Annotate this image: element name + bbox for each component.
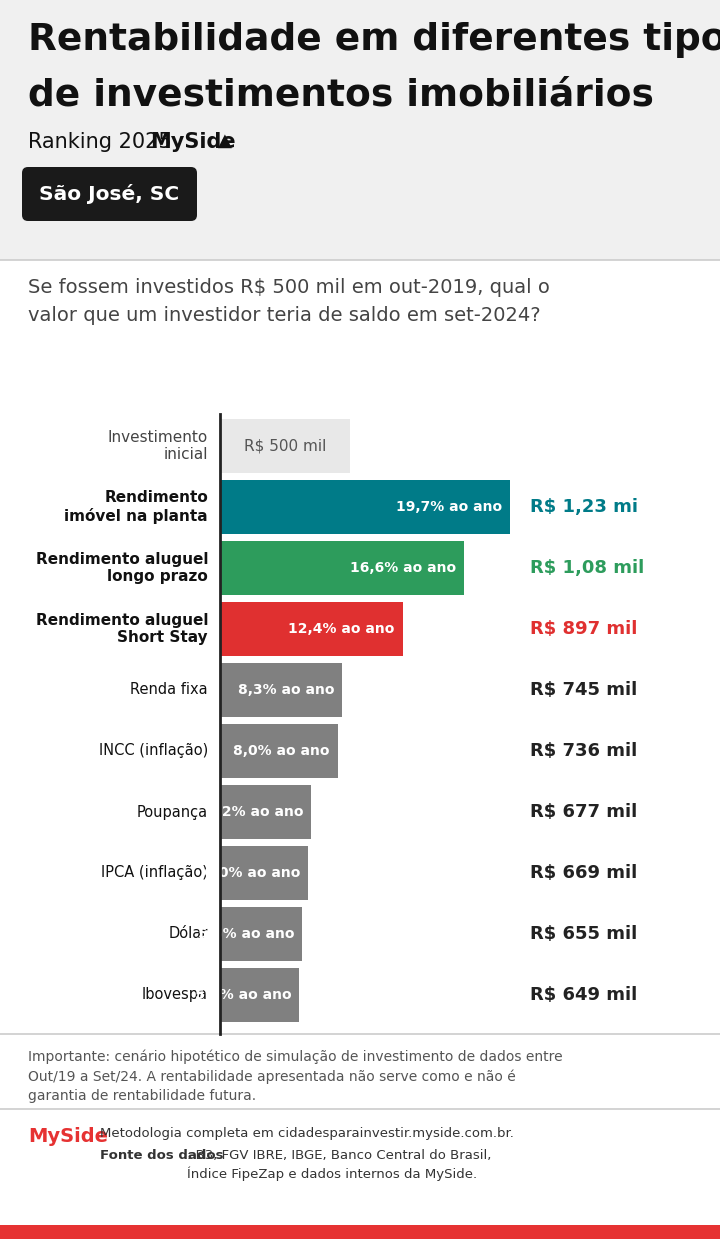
- Text: R$ 736 mil: R$ 736 mil: [530, 742, 637, 760]
- Text: São José, SC: São José, SC: [40, 185, 179, 204]
- Text: 16,6% ao ano: 16,6% ao ano: [350, 561, 456, 575]
- Text: Rendimento
imóvel na planta: Rendimento imóvel na planta: [64, 491, 208, 524]
- Text: Se fossem investidos R$ 500 mil em out-2019, qual o
valor que um investidor teri: Se fossem investidos R$ 500 mil em out-2…: [28, 278, 550, 325]
- Text: 6,0% ao ano: 6,0% ao ano: [204, 866, 300, 880]
- Text: 8,3% ao ano: 8,3% ao ano: [238, 683, 334, 698]
- Text: R$ 500 mil: R$ 500 mil: [244, 439, 326, 453]
- Text: 8,0% ao ano: 8,0% ao ano: [233, 743, 330, 758]
- FancyBboxPatch shape: [22, 167, 197, 221]
- Text: R$ 1,08 mil: R$ 1,08 mil: [530, 559, 644, 577]
- Text: Dólar: Dólar: [168, 927, 208, 942]
- Text: Importante: cenário hipotético de simulação de investimento de dados entre
Out/1: Importante: cenário hipotético de simula…: [28, 1049, 562, 1103]
- Text: Rendimento aluguel
Short Stay: Rendimento aluguel Short Stay: [35, 613, 208, 646]
- Text: R$ 649 mil: R$ 649 mil: [530, 986, 637, 1004]
- Bar: [220, 419, 350, 473]
- Text: 6,2% ao ano: 6,2% ao ano: [207, 805, 303, 819]
- Text: Renda fixa: Renda fixa: [130, 683, 208, 698]
- Text: R$ 745 mil: R$ 745 mil: [530, 681, 637, 699]
- Text: ▲: ▲: [218, 133, 232, 150]
- Text: 19,7% ao ano: 19,7% ao ano: [396, 501, 502, 514]
- Text: R$ 655 mil: R$ 655 mil: [530, 926, 637, 943]
- Text: : B3, FGV IBRE, IBGE, Banco Central do Brasil,
Índice FipeZap e dados internos d: : B3, FGV IBRE, IBGE, Banco Central do B…: [187, 1149, 491, 1181]
- Text: MySide: MySide: [28, 1127, 108, 1146]
- Text: Fonte dos dados: Fonte dos dados: [100, 1149, 223, 1162]
- Text: Ranking 2025: Ranking 2025: [28, 133, 179, 152]
- Text: Investimento
inicial: Investimento inicial: [108, 430, 208, 462]
- Bar: [0, 0, 720, 260]
- Text: Rendimento aluguel
longo prazo: Rendimento aluguel longo prazo: [35, 551, 208, 585]
- Bar: [220, 786, 311, 839]
- Text: R$ 1,23 mi: R$ 1,23 mi: [530, 498, 638, 515]
- Bar: [220, 541, 464, 595]
- Bar: [220, 846, 308, 900]
- Bar: [220, 479, 510, 534]
- Text: R$ 677 mil: R$ 677 mil: [530, 803, 637, 821]
- Bar: [220, 907, 302, 961]
- Text: MySide: MySide: [150, 133, 235, 152]
- Text: INCC (inflação): INCC (inflação): [99, 743, 208, 758]
- Text: Rentabilidade em diferentes tipos: Rentabilidade em diferentes tipos: [28, 22, 720, 58]
- Bar: [220, 602, 402, 655]
- Text: 5,6% ao ano: 5,6% ao ano: [198, 927, 294, 940]
- Bar: [220, 663, 342, 717]
- Text: Ibovespa: Ibovespa: [142, 987, 208, 1002]
- Text: R$ 669 mil: R$ 669 mil: [530, 864, 637, 882]
- Bar: [220, 968, 300, 1022]
- Text: IPCA (inflação): IPCA (inflação): [101, 866, 208, 881]
- Text: Poupança: Poupança: [137, 804, 208, 819]
- Text: de investimentos imobiliários: de investimentos imobiliários: [28, 78, 654, 114]
- Bar: [220, 724, 338, 778]
- Text: R$ 897 mil: R$ 897 mil: [530, 620, 637, 638]
- Bar: [0, 1225, 720, 1239]
- Text: 12,4% ao ano: 12,4% ao ano: [288, 622, 395, 636]
- Text: Metodologia completa em cidadesparainvestir.myside.com.br.: Metodologia completa em cidadesparainves…: [100, 1127, 514, 1140]
- Text: 5,4% ao ano: 5,4% ao ano: [195, 987, 292, 1002]
